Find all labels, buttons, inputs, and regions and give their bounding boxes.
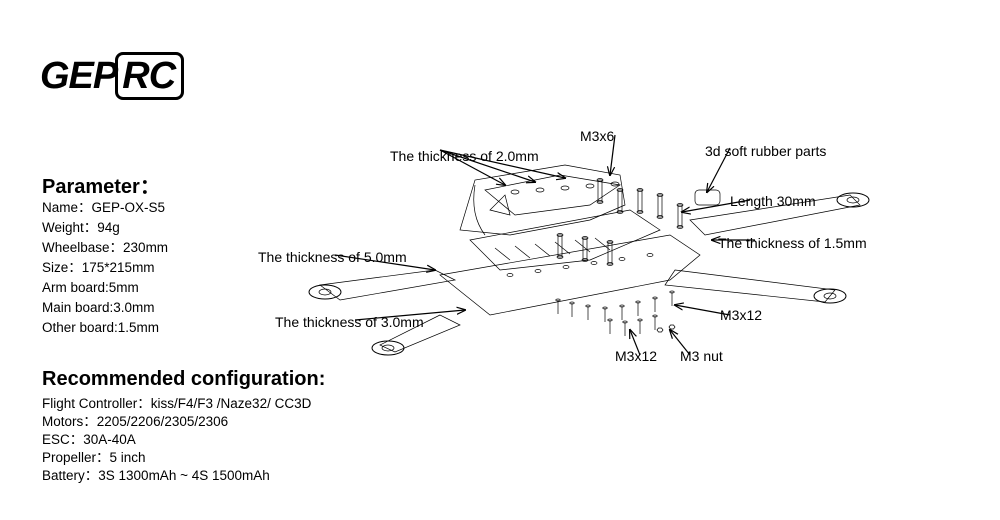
- config-list: Flight Controller：kiss/F4/F3 /Naze32/ CC…: [42, 395, 311, 485]
- param-name: Name：GEP-OX-S5: [42, 198, 168, 218]
- param-size: Size：175*215mm: [42, 258, 168, 278]
- logo-suffix: RC: [115, 52, 184, 100]
- config-fc: Flight Controller：kiss/F4/F3 /Naze32/ CC…: [42, 395, 311, 413]
- parameter-title: Parameter：: [42, 170, 160, 199]
- config-esc: ESC：30A-40A: [42, 431, 311, 449]
- config-batt: Battery：3S 1300mAh ~ 4S 1500mAh: [42, 467, 311, 485]
- param-other: Other board:1.5mm: [42, 318, 168, 338]
- param-wheelbase: Wheelbase：230mm: [42, 238, 168, 258]
- config-prop: Propeller：5 inch: [42, 449, 311, 467]
- param-main: Main board:3.0mm: [42, 298, 168, 318]
- frame-diagram: [260, 120, 900, 380]
- param-arm: Arm board:5mm: [42, 278, 168, 298]
- param-weight: Weight：94g: [42, 218, 168, 238]
- brand-logo: GEPRC: [40, 55, 184, 98]
- parameter-list: Name：GEP-OX-S5 Weight：94g Wheelbase：230m…: [42, 198, 168, 338]
- logo-prefix: GEP: [40, 55, 117, 97]
- config-motors: Motors：2205/2206/2305/2306: [42, 413, 311, 431]
